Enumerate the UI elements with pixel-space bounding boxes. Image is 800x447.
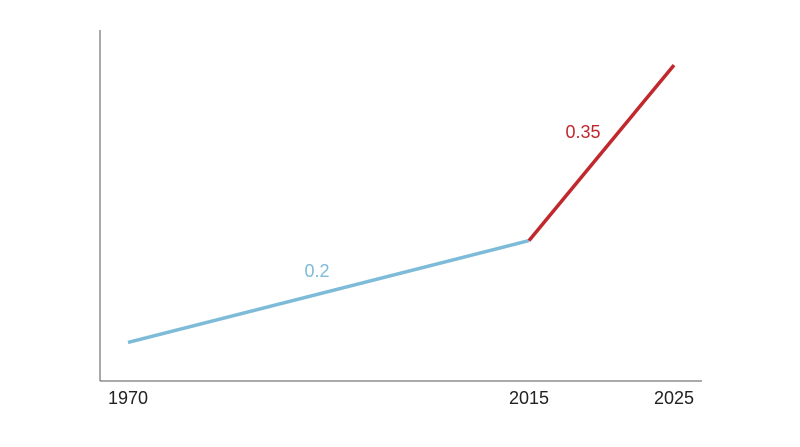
x-tick-label: 1970	[108, 388, 148, 408]
line-label: 0.35	[565, 122, 600, 142]
line-label: 0.2	[304, 261, 329, 281]
line	[527, 63, 676, 242]
line	[127, 238, 530, 345]
x-tick-label: 2025	[654, 388, 694, 408]
x-tick-label: 2015	[509, 388, 549, 408]
